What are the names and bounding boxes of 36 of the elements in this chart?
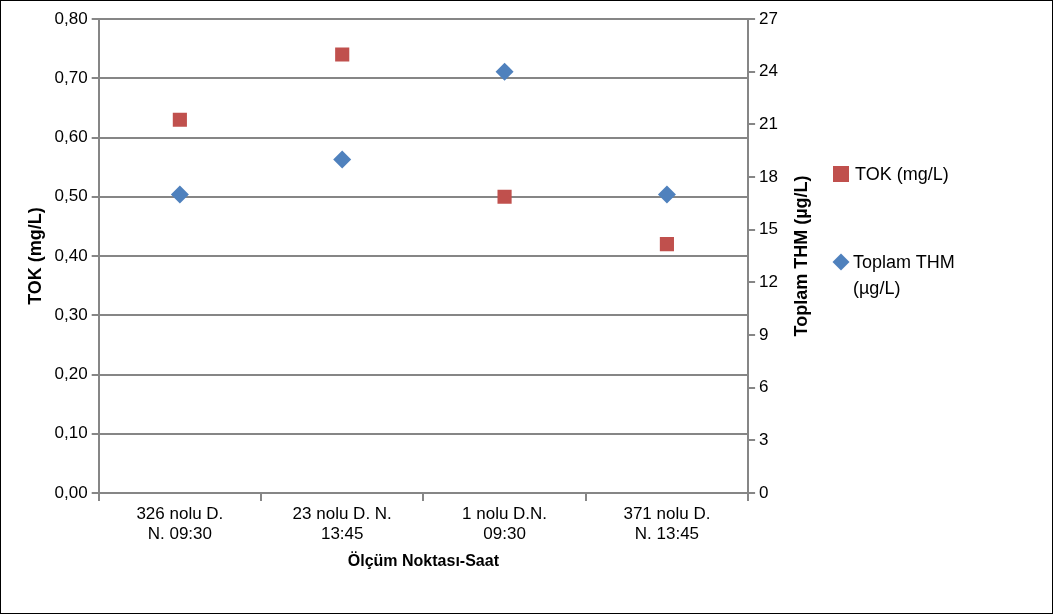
y2-tick-label: 15 xyxy=(759,219,779,239)
y-axis-title: TOK (mg/L) xyxy=(24,207,45,305)
x-tick-label: 326 nolu D. N. 09:30 xyxy=(136,503,224,544)
point xyxy=(335,47,350,62)
y-tick-label: 0,10 xyxy=(54,423,88,443)
point xyxy=(333,150,352,169)
y-tick-label: 0,40 xyxy=(54,245,88,265)
legend-label: TOK (mg/L) xyxy=(855,163,950,186)
legend-label: Toplam THM (µg/L) xyxy=(853,251,956,300)
x-axis-title: Ölçüm Noktası-Saat xyxy=(347,550,500,569)
x-tick-label: 371 nolu D. N. 13:45 xyxy=(623,503,711,544)
point xyxy=(495,62,514,81)
y-tick-label: 0,50 xyxy=(54,186,88,206)
y-tick-label: 0,70 xyxy=(54,67,88,87)
y-tick-label: 0,80 xyxy=(54,8,88,28)
y2-axis-title: Toplam THM (µg/L) xyxy=(790,175,811,337)
y2-tick-label: 24 xyxy=(759,61,779,81)
point xyxy=(497,189,512,204)
y-tick-label: 0,20 xyxy=(54,364,88,384)
point xyxy=(657,185,676,204)
y-tick-label: 0,00 xyxy=(54,482,88,502)
y2-tick-label: 9 xyxy=(759,324,769,344)
y2-tick-label: 3 xyxy=(759,430,769,450)
point xyxy=(659,237,674,252)
y2-tick-label: 27 xyxy=(759,8,779,28)
y-tick-label: 0,60 xyxy=(54,127,88,147)
y2-tick-label: 6 xyxy=(759,377,769,397)
point xyxy=(170,185,189,204)
x-tick-label: 23 nolu D. N. 13:45 xyxy=(292,503,392,544)
y2-tick-label: 21 xyxy=(759,114,779,134)
point xyxy=(172,112,187,127)
y2-tick-label: 18 xyxy=(759,166,779,186)
y-tick-label: 0,30 xyxy=(54,304,88,324)
y2-tick-label: 0 xyxy=(759,482,769,502)
y2-tick-label: 12 xyxy=(759,272,779,292)
x-tick-label: 1 nolu D.N. 09:30 xyxy=(462,503,548,544)
